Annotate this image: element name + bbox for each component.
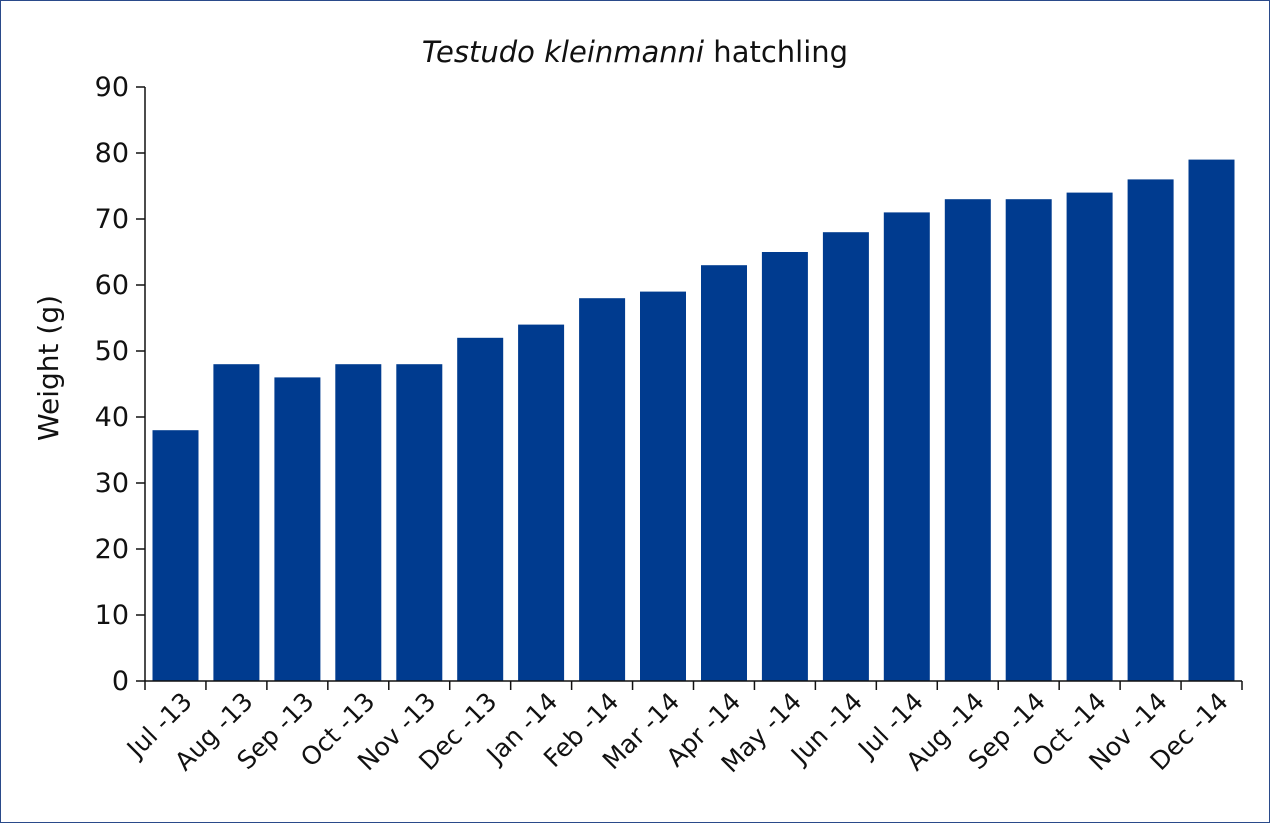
bar-jan-14: [518, 324, 565, 681]
bar-aug-13: [213, 364, 260, 681]
chart-title: Testudo kleinmanni hatchling: [422, 35, 848, 69]
bar-feb-14: [579, 298, 626, 681]
y-tick-label: 60: [95, 270, 129, 301]
bar-oct-14: [1066, 192, 1113, 681]
bar-may-14: [761, 252, 808, 681]
bar-nov-14: [1127, 179, 1174, 681]
bar-jul-14: [883, 212, 930, 681]
bar-dec-13: [457, 337, 504, 681]
bars-group: [152, 159, 1235, 682]
y-axis-label: Weight (g): [32, 295, 65, 441]
bar-oct-13: [335, 364, 382, 681]
bar-dec-14: [1188, 159, 1235, 682]
y-tick-label: 30: [95, 468, 129, 499]
y-tick-label: 10: [95, 600, 129, 631]
y-tick-label: 0: [112, 666, 129, 697]
y-axis: 0 10 20 30 40 50 60 70 80 90: [95, 72, 146, 697]
y-tick-label: 50: [95, 336, 129, 367]
chart-title-species: Testudo kleinmanni: [422, 35, 704, 69]
bar-sep-13: [274, 377, 321, 681]
y-tick-label: 20: [95, 534, 129, 565]
bar-sep-14: [1005, 199, 1052, 681]
bar-mar-14: [640, 291, 686, 681]
y-tick-label: 70: [95, 204, 129, 235]
bar-jul-13: [152, 430, 199, 681]
bar-jun-14: [822, 232, 869, 681]
y-tick-label: 90: [95, 72, 129, 103]
bar-apr-14: [701, 265, 747, 681]
chart-title-suffix: hatchling: [704, 35, 848, 69]
bar-nov-13: [396, 364, 443, 681]
y-tick-label: 80: [95, 138, 129, 169]
y-tick-label: 40: [95, 402, 129, 433]
bar-aug-14: [944, 199, 991, 681]
